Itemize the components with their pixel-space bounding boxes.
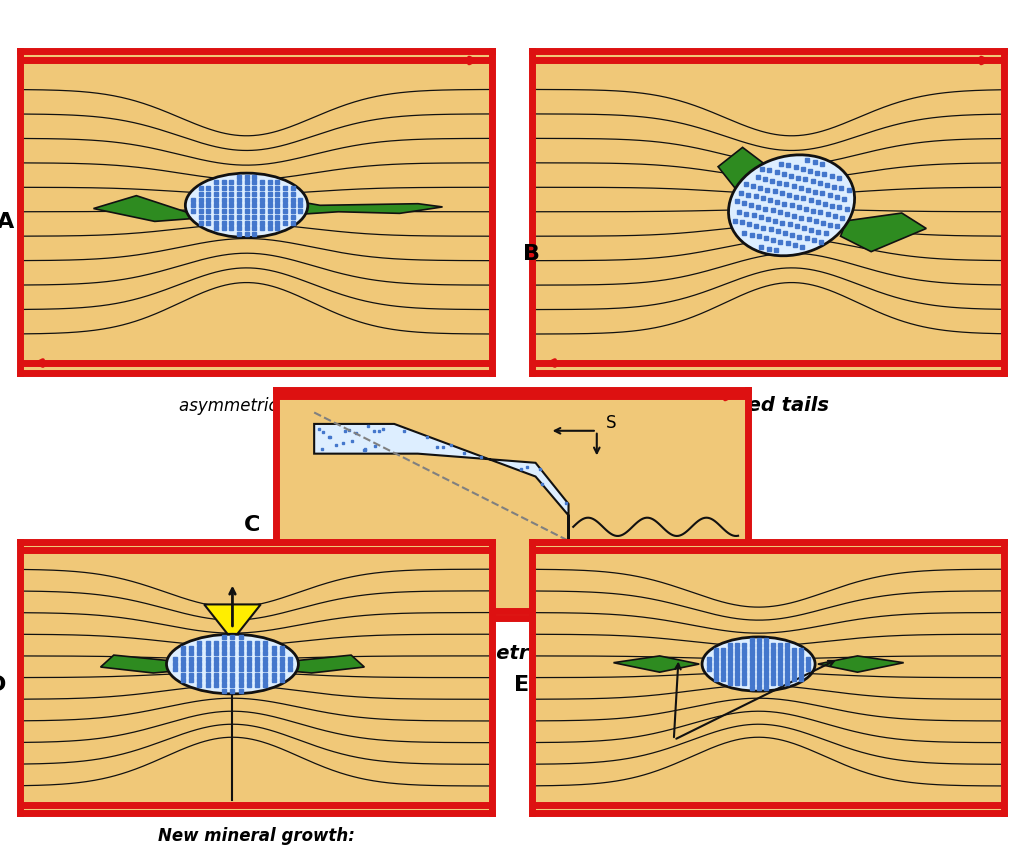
Text: A: A [0,212,14,232]
Text: C: C [244,516,260,535]
Polygon shape [290,202,442,215]
Polygon shape [93,196,198,221]
Polygon shape [204,605,261,634]
Polygon shape [100,655,186,673]
Text: D: D [0,675,6,695]
Polygon shape [818,656,903,673]
PathPatch shape [314,424,724,584]
Text: S: S [606,414,616,433]
Text: Asymmetric folds: Asymmetric folds [416,645,608,663]
Text: B: B [523,244,540,264]
Polygon shape [841,213,927,252]
Ellipse shape [728,155,855,256]
Ellipse shape [185,173,308,237]
Ellipse shape [167,634,298,694]
Text: Rolled tails: Rolled tails [707,396,829,415]
Polygon shape [613,656,699,673]
Text: New mineral growth:
boudinage: New mineral growth: boudinage [158,828,354,847]
Polygon shape [718,147,779,190]
Ellipse shape [702,637,815,691]
Polygon shape [279,655,365,673]
Text: E: E [514,675,528,695]
Text: asymmetrical tails: asymmetrical tails [179,397,333,415]
